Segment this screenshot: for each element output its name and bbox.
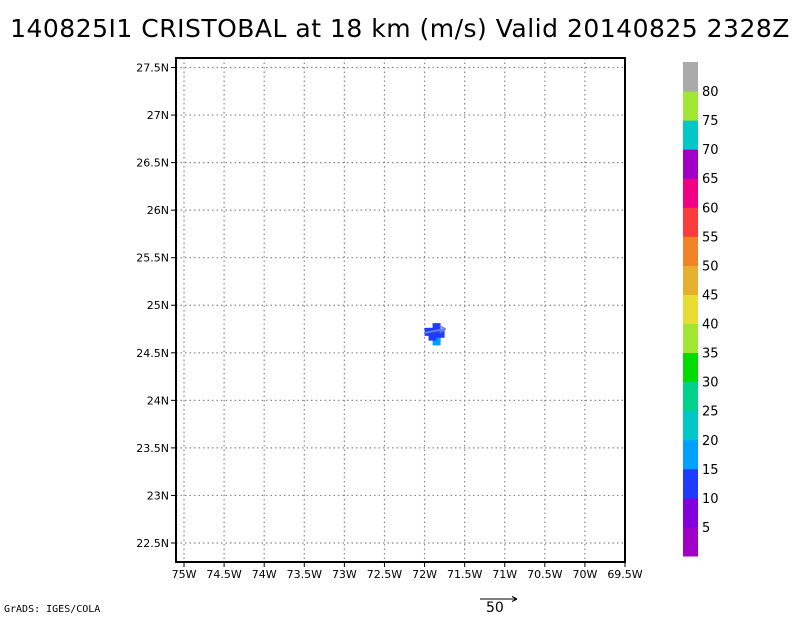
colorbar-segment — [683, 120, 698, 150]
y-tick-label: 25.5N — [136, 252, 169, 265]
colorbar-segment — [683, 352, 698, 383]
plot-area — [176, 58, 625, 562]
x-tick-label: 69.5W — [607, 568, 642, 581]
colorbar-segment — [683, 236, 698, 266]
colorbar-label: 5 — [702, 521, 710, 536]
colorbar-segment — [683, 91, 698, 121]
y-tick-label: 26N — [147, 204, 169, 217]
colorbar-label: 40 — [702, 318, 719, 333]
wind-speed-cell — [432, 337, 441, 346]
x-tick-label: 70.5W — [527, 568, 562, 581]
y-tick-label: 22.5N — [136, 537, 169, 550]
y-tick-label: 23N — [147, 489, 169, 502]
y-tick-label: 24N — [147, 394, 169, 407]
y-tick-label: 23.5N — [136, 442, 169, 455]
x-tick-label: 71W — [492, 568, 517, 581]
colorbar-label: 45 — [702, 288, 719, 303]
wind-speed-cell — [432, 327, 441, 336]
chart-title: 140825I1 CRISTOBAL at 18 km (m/s) Valid … — [10, 14, 790, 43]
wind-speed-cell — [432, 323, 441, 332]
colorbar-label: 65 — [702, 172, 719, 187]
grads-credit: GrADS: IGES/COLA — [4, 604, 101, 615]
wind-speed-cell — [436, 329, 445, 338]
plot-frame — [175, 57, 626, 563]
reference-vector-label: 50 — [486, 600, 504, 616]
colorbar-label: 15 — [702, 463, 719, 478]
colorbar-segment — [683, 149, 698, 179]
wind-vector — [424, 327, 446, 334]
y-tick-label: 24.5N — [136, 347, 169, 360]
colorbar-segment — [683, 294, 698, 325]
colorbar-label: 10 — [702, 492, 719, 507]
colorbar-segment — [683, 468, 698, 499]
wind-speed-cell — [432, 332, 441, 341]
colorbar-label: 25 — [702, 405, 719, 420]
x-tick-label: 71.5W — [447, 568, 482, 581]
colorbar-label: 30 — [702, 376, 719, 391]
colorbar-segment — [683, 381, 698, 412]
y-tick-label: 27.5N — [136, 62, 169, 75]
wind-speed-cell — [428, 332, 437, 341]
y-tick-label: 25N — [147, 299, 169, 312]
colorbar-segment — [683, 265, 698, 295]
colorbar-label: 20 — [702, 434, 719, 449]
colorbar-segment — [683, 207, 698, 237]
colorbar-label: 60 — [702, 201, 719, 216]
colorbar-segment — [683, 178, 698, 208]
x-tick-label: 73W — [332, 568, 357, 581]
x-tick-label: 74W — [252, 568, 277, 581]
colorbar-label: 80 — [702, 85, 719, 100]
colorbar-label: 35 — [702, 347, 719, 362]
colorbar-segment — [683, 439, 698, 470]
colorbar-segment — [683, 62, 698, 92]
x-tick-label: 72.5W — [367, 568, 402, 581]
colorbar-segment — [683, 526, 698, 557]
y-tick-label: 27N — [147, 109, 169, 122]
x-tick-label: 70W — [572, 568, 597, 581]
colorbar-label: 70 — [702, 143, 719, 158]
y-tick-label: 26.5N — [136, 157, 169, 170]
colorbar-segment — [683, 410, 698, 441]
colorbar-label: 50 — [702, 259, 719, 274]
colorbar-segment — [683, 497, 698, 528]
x-tick-label: 75W — [172, 568, 197, 581]
colorbar-label: 75 — [702, 114, 719, 129]
x-tick-label: 73.5W — [287, 568, 322, 581]
colorbar-label: 55 — [702, 230, 719, 245]
x-tick-label: 74.5W — [206, 568, 241, 581]
wind-vector-head — [439, 325, 446, 334]
x-tick-label: 72W — [412, 568, 437, 581]
reference-vector-head — [511, 596, 518, 602]
colorbar-segment — [683, 323, 698, 354]
